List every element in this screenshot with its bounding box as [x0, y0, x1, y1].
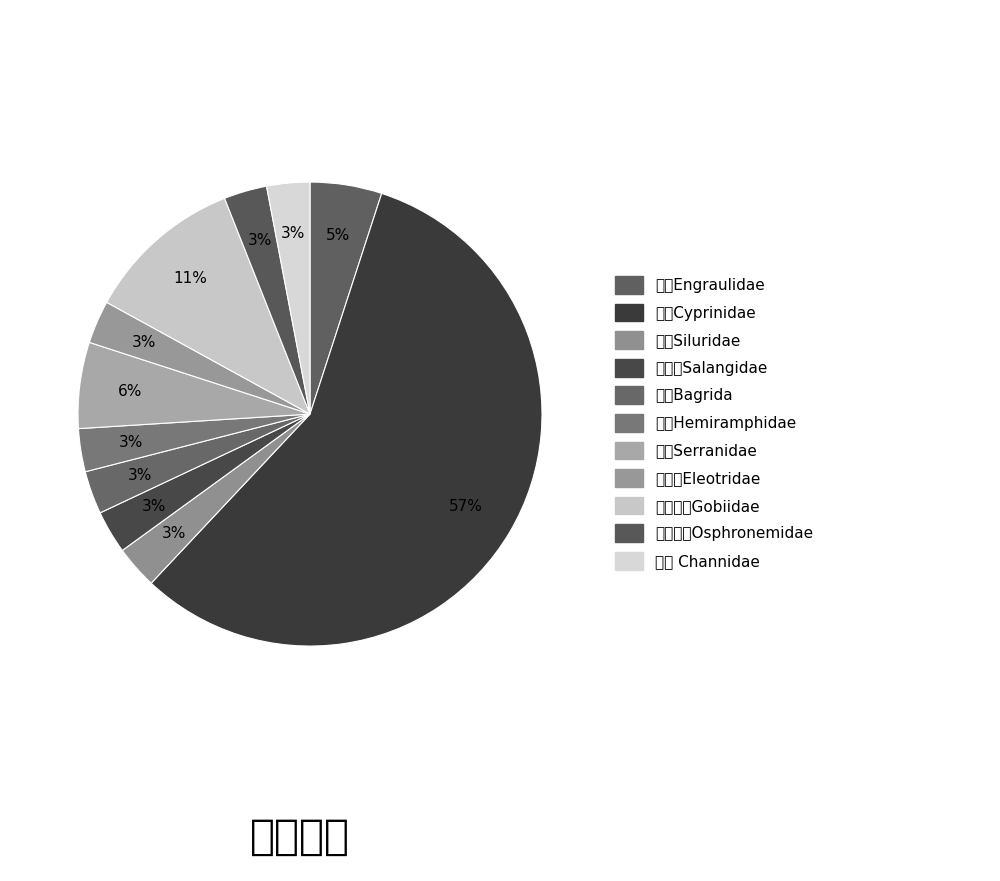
Wedge shape	[107, 198, 310, 414]
Text: 3%: 3%	[128, 468, 152, 483]
Text: 3%: 3%	[247, 233, 272, 248]
Text: 3%: 3%	[142, 499, 166, 514]
Text: 科级水平: 科级水平	[250, 816, 350, 858]
Legend: 鲲科Engraulidae, 鲤科Cyprinidae, 鲇科Siluridae, 銀鱼科Salangidae, 鲿科Bagrida, 鰵科Hemiramphi: 鲲科Engraulidae, 鲤科Cyprinidae, 鲇科Siluridae…	[608, 269, 821, 577]
Text: 57%: 57%	[449, 499, 483, 514]
Wedge shape	[89, 302, 310, 414]
Wedge shape	[78, 414, 310, 471]
Text: 3%: 3%	[119, 435, 143, 450]
Wedge shape	[122, 414, 310, 583]
Text: 11%: 11%	[173, 270, 207, 285]
Text: 5%: 5%	[326, 228, 350, 243]
Text: 6%: 6%	[118, 384, 143, 399]
Text: 3%: 3%	[162, 526, 186, 541]
Wedge shape	[267, 182, 310, 414]
Wedge shape	[85, 414, 310, 513]
Wedge shape	[151, 194, 542, 646]
Text: 3%: 3%	[132, 335, 156, 350]
Wedge shape	[100, 414, 310, 551]
Text: 3%: 3%	[281, 226, 305, 241]
Wedge shape	[225, 186, 310, 414]
Wedge shape	[310, 182, 382, 414]
Wedge shape	[78, 343, 310, 429]
